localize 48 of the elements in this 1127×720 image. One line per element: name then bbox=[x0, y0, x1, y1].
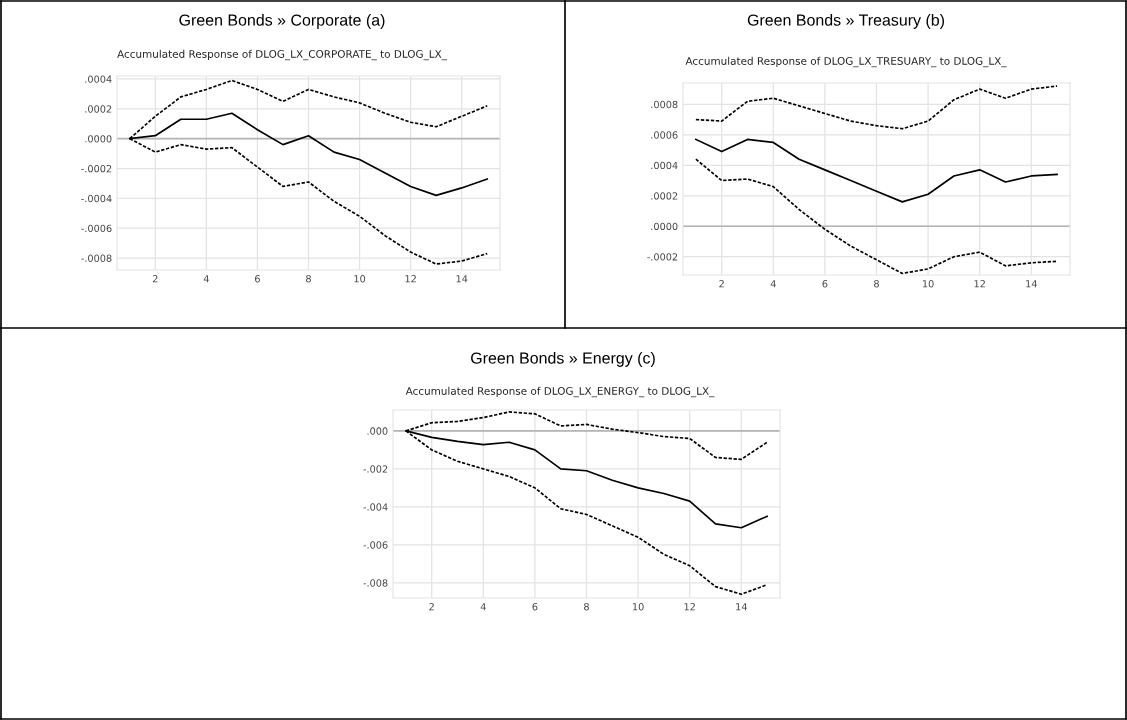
x-tick-label: 12 bbox=[974, 280, 985, 288]
y-tick-label: -.0004 bbox=[81, 194, 112, 203]
x-tick-label: 8 bbox=[306, 275, 311, 283]
chart-title: Green Bonds » Treasury (b) bbox=[747, 14, 944, 29]
y-tick-label: .0002 bbox=[651, 192, 678, 200]
x-tick-label: 14 bbox=[1026, 280, 1037, 288]
y-tick-label: -.004 bbox=[363, 503, 388, 511]
x-tick-label: 2 bbox=[719, 280, 724, 288]
x-tick-label: 6 bbox=[822, 280, 828, 288]
x-tick-label: 10 bbox=[354, 275, 366, 283]
chart-subtitle: Accumulated Response of DLOG_LX_ENERGY_ to DLOG_LX_ bbox=[405, 386, 715, 398]
x-tick-label: 2 bbox=[152, 275, 158, 283]
y-tick-label: .0008 bbox=[651, 100, 678, 109]
x-tick-label: 2 bbox=[429, 603, 434, 611]
chart-title: Green Bonds » Energy (c) bbox=[471, 352, 655, 367]
y-tick-label: .0006 bbox=[651, 131, 678, 139]
x-tick-label: 4 bbox=[480, 603, 486, 611]
chart-subtitle: Accumulated Response of DLOG_LX_TRESUARY_ to DLOG_LX_ bbox=[685, 56, 1007, 68]
y-tick-label: .0000 bbox=[85, 135, 112, 143]
y-tick-label: -.006 bbox=[363, 541, 388, 549]
chart-title: Green Bonds » Corporate (a) bbox=[179, 14, 385, 29]
y-tick-label: .0002 bbox=[85, 105, 112, 113]
line-series bbox=[695, 158, 1058, 275]
chart-subtitle: Accumulated Response of DLOG_LX_CORPORATE_ to DLOG_LX_ bbox=[117, 49, 448, 61]
x-tick-label: 4 bbox=[203, 275, 209, 283]
x-tick-label: 14 bbox=[456, 275, 468, 283]
y-tick-label: -.0002 bbox=[81, 165, 112, 173]
line-series bbox=[695, 85, 1058, 130]
x-tick-label: 10 bbox=[922, 280, 934, 288]
y-tick-label: -.008 bbox=[363, 579, 388, 587]
x-tick-label: 12 bbox=[684, 603, 695, 611]
x-tick-label: 4 bbox=[770, 280, 776, 288]
y-tick-label: .0000 bbox=[651, 222, 678, 231]
y-tick-label: .0004 bbox=[85, 75, 112, 83]
x-tick-label: 8 bbox=[874, 280, 879, 288]
x-tick-label: 10 bbox=[632, 603, 644, 611]
x-tick-label: 6 bbox=[532, 603, 538, 611]
x-tick-label: 8 bbox=[584, 603, 589, 611]
y-tick-label: -.0002 bbox=[647, 253, 678, 261]
y-tick-label: -.0008 bbox=[81, 254, 112, 262]
y-tick-label: -.0006 bbox=[81, 224, 112, 233]
x-tick-label: 14 bbox=[736, 603, 747, 611]
x-tick-label: 12 bbox=[405, 275, 416, 283]
x-tick-label: 6 bbox=[255, 275, 260, 283]
y-tick-label: .000 bbox=[367, 427, 388, 435]
y-tick-label: -.002 bbox=[363, 465, 388, 473]
y-tick-label: .0004 bbox=[651, 161, 678, 170]
line-series bbox=[695, 138, 1058, 203]
